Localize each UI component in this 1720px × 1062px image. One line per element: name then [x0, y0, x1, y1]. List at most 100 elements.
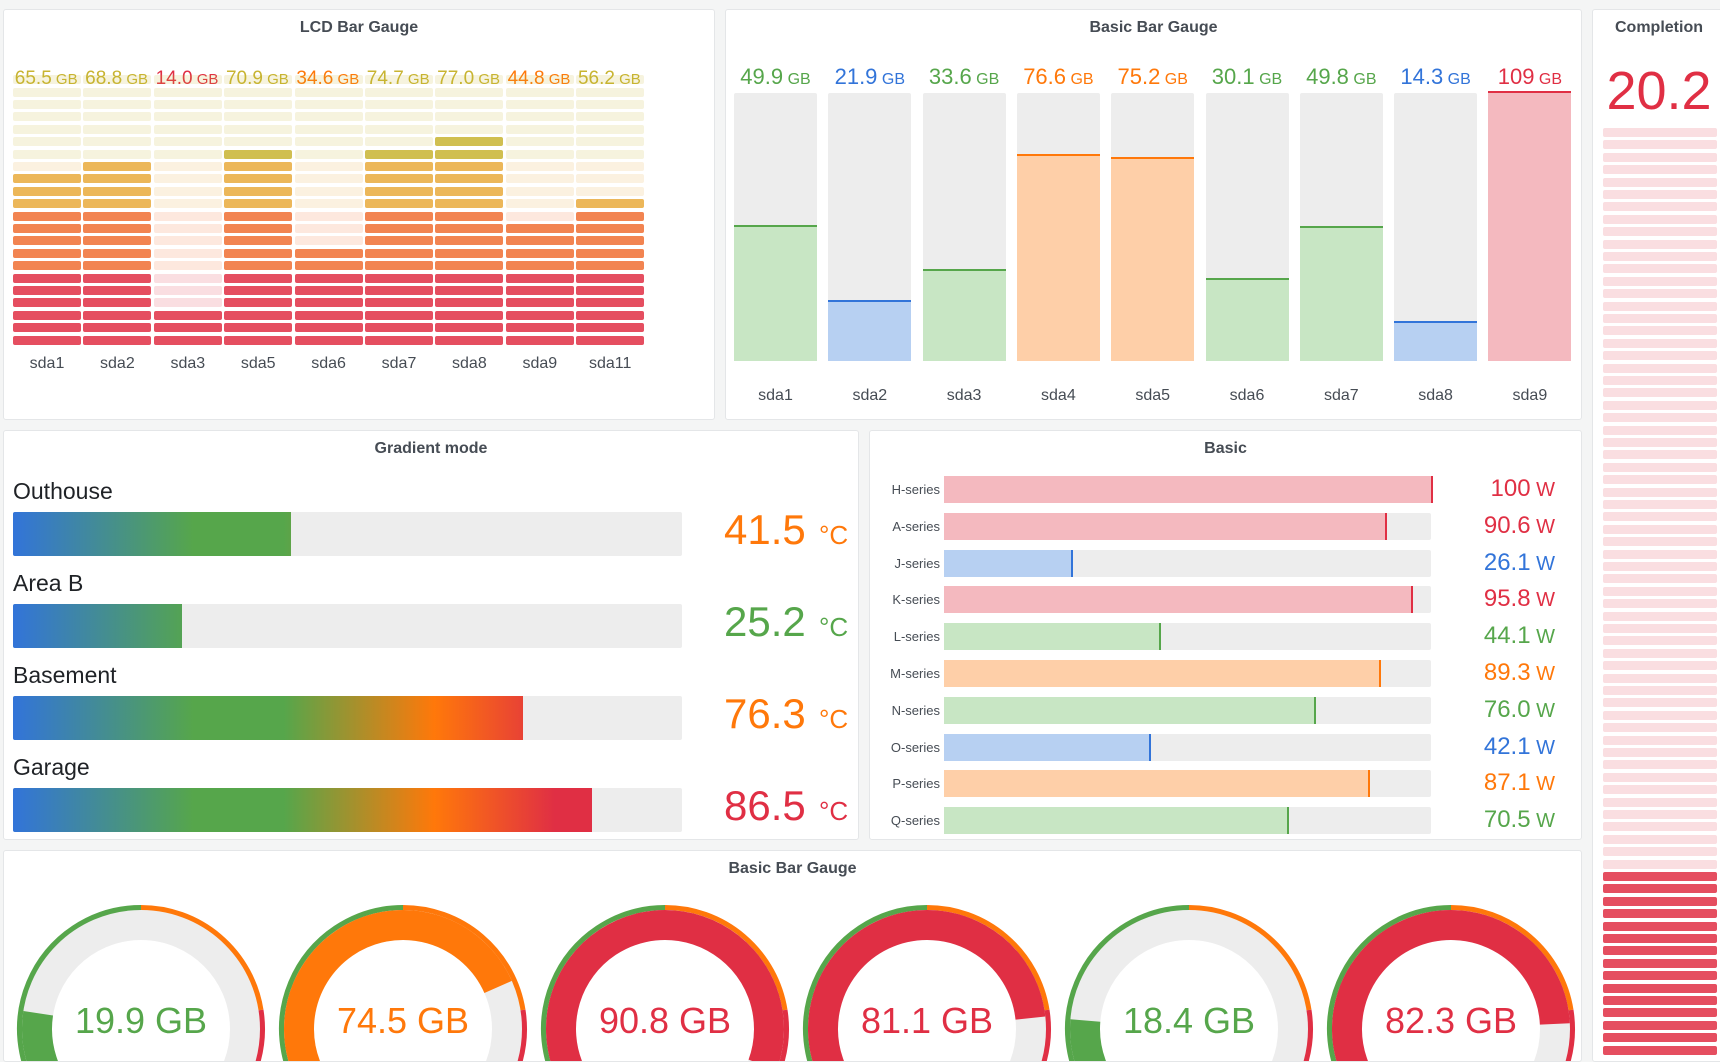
bar-track [734, 93, 817, 361]
gradient-fill [13, 788, 592, 832]
gradient-fill [13, 696, 523, 740]
series-value: 90.6 W [1484, 512, 1555, 540]
lcd-cell [83, 186, 152, 196]
completion-cell [1603, 462, 1717, 472]
value-number: 100 [1490, 475, 1531, 502]
lcd-cell [83, 124, 152, 134]
value-unit: W [1530, 663, 1555, 685]
value-unit: W [1530, 699, 1555, 722]
completion-cell [1603, 425, 1717, 435]
bar-value: 21.9 GB [822, 64, 917, 90]
gradient-mode-panel: Gradient mode Outhouse 41.5 °C Area B 25.2 … [3, 430, 859, 840]
completion-cell [1603, 661, 1717, 671]
value-unit: °C [811, 704, 849, 734]
lcd-value: 34.6 GB [291, 68, 365, 90]
bar-track [1394, 93, 1478, 361]
lcd-cell [13, 100, 81, 109]
value-number: 87.1 [1483, 769, 1531, 797]
value-unit: GB [403, 71, 430, 88]
lcd-cell [505, 310, 574, 320]
panel-title[interactable]: Basic Bar Gauge [728, 860, 857, 877]
lcd-cell [365, 174, 433, 184]
gauge-fill [1332, 910, 1570, 1061]
lcd-cell [153, 224, 222, 233]
lcd-label: sda11 [588, 355, 632, 372]
value-unit: GB [192, 71, 219, 88]
lcd-cell [83, 87, 152, 97]
lcd-cell [153, 323, 222, 333]
completion-cell [1603, 971, 1717, 981]
value-unit: W [1530, 626, 1555, 649]
completion-cell [1603, 165, 1717, 175]
completion-panel: Completion 20.2 [1592, 9, 1720, 1062]
gradient-label: Area B [13, 570, 84, 596]
completion-cell [1603, 896, 1717, 906]
series-fill [944, 512, 1387, 540]
lcd-cell [83, 248, 152, 258]
lcd-cell [224, 186, 293, 196]
lcd-cell [224, 298, 293, 308]
bar-value: 75.2 GB [1105, 64, 1200, 90]
value-number: 86.5 [724, 782, 806, 829]
lcd-cell [83, 75, 152, 85]
completion-cell [1603, 152, 1717, 162]
lcd-cell [365, 310, 433, 320]
value-unit: GB [1066, 71, 1094, 88]
bar-value: 14.3 GB [1388, 64, 1483, 90]
bar-value: 49.9 GB [728, 64, 823, 90]
series-value: 44.1 W [1484, 622, 1555, 650]
gradient-track [13, 512, 682, 556]
threshold-arc [803, 905, 928, 1061]
bar-label: sda4 [1041, 387, 1076, 404]
lcd-cell [365, 261, 433, 271]
lcd-cell [505, 273, 574, 283]
lcd-cell [365, 124, 433, 134]
panel-title[interactable]: Gradient mode [374, 440, 488, 457]
completion-cell [1603, 524, 1717, 534]
lcd-cell [435, 248, 504, 258]
value-number: 76.6 [1023, 64, 1067, 89]
panel-title[interactable]: LCD Bar Gauge [299, 19, 419, 36]
lcd-cell [83, 261, 152, 271]
completion-cell [1603, 276, 1717, 286]
lcd-cell [153, 186, 222, 196]
lcd-cell [13, 211, 81, 221]
lcd-cell [435, 186, 504, 196]
series-fill [944, 770, 1370, 798]
completion-cell [1603, 636, 1717, 646]
lcd-cell [153, 112, 222, 122]
threshold-arc [279, 905, 404, 1061]
lcd-cell [13, 323, 81, 333]
lcd-cell [435, 100, 504, 109]
lcd-cell [294, 273, 363, 283]
lcd-cell [435, 199, 504, 209]
lcd-cell [294, 137, 363, 147]
lcd-cell [294, 248, 363, 258]
series-fill [944, 623, 1161, 651]
lcd-cell [224, 286, 293, 295]
lcd-cell [505, 286, 574, 295]
series-label: H-series [891, 482, 940, 497]
series-label: K-series [892, 592, 940, 608]
panel-title[interactable]: Completion [1615, 19, 1703, 36]
lcd-label: sda8 [452, 355, 487, 372]
panel-title[interactable]: Basic Bar Gauge [1089, 19, 1218, 36]
value-unit: GB [262, 71, 289, 88]
lcd-cell [365, 186, 433, 196]
completion-cell [1603, 586, 1717, 596]
lcd-cell [83, 174, 152, 184]
lcd-cell [153, 310, 222, 320]
lcd-cell [505, 211, 574, 221]
completion-cell [1603, 264, 1717, 274]
panel-title[interactable]: Basic [1204, 440, 1247, 457]
value-unit: W [1530, 773, 1555, 796]
series-fill [944, 733, 1151, 761]
bar-fill [1488, 91, 1572, 361]
lcd-cell [435, 112, 504, 122]
lcd-cell [505, 75, 574, 85]
threshold-arc [926, 905, 1050, 1011]
value-number: 76.0 [1483, 695, 1531, 723]
value-unit: °C [811, 796, 849, 826]
value-unit: GB [333, 71, 360, 88]
lcd-cell [294, 236, 363, 246]
